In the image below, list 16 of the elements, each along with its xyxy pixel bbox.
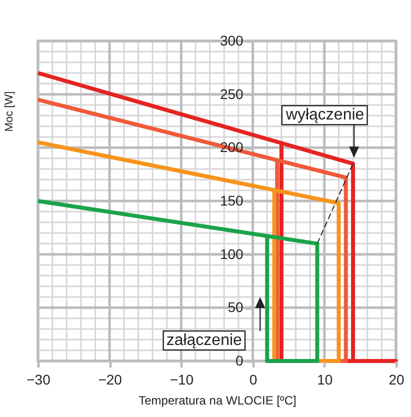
x-tick-label: 20 — [388, 372, 404, 388]
annotation: wyłączenie — [284, 106, 364, 124]
x-tick-label: −30 — [26, 372, 51, 388]
x-tick-label: −10 — [170, 372, 194, 388]
y-tick-label: 150 — [220, 192, 244, 208]
y-tick-label: 50 — [228, 299, 244, 316]
annotation: załączenie — [166, 332, 242, 349]
x-axis-title: Temperatura na WLOCIE [ºC] — [138, 394, 296, 408]
y-axis-title: Moc [W] — [4, 91, 16, 132]
y-tick-label: 250 — [220, 86, 244, 102]
y-tick-label: 100 — [220, 246, 244, 262]
x-tick-label: −20 — [98, 372, 122, 388]
y-tick-label: 0 — [236, 352, 244, 368]
x-tick-label: 0 — [249, 372, 258, 388]
y-tick-label: 300 — [220, 32, 244, 48]
x-tick-label: 10 — [317, 372, 333, 388]
